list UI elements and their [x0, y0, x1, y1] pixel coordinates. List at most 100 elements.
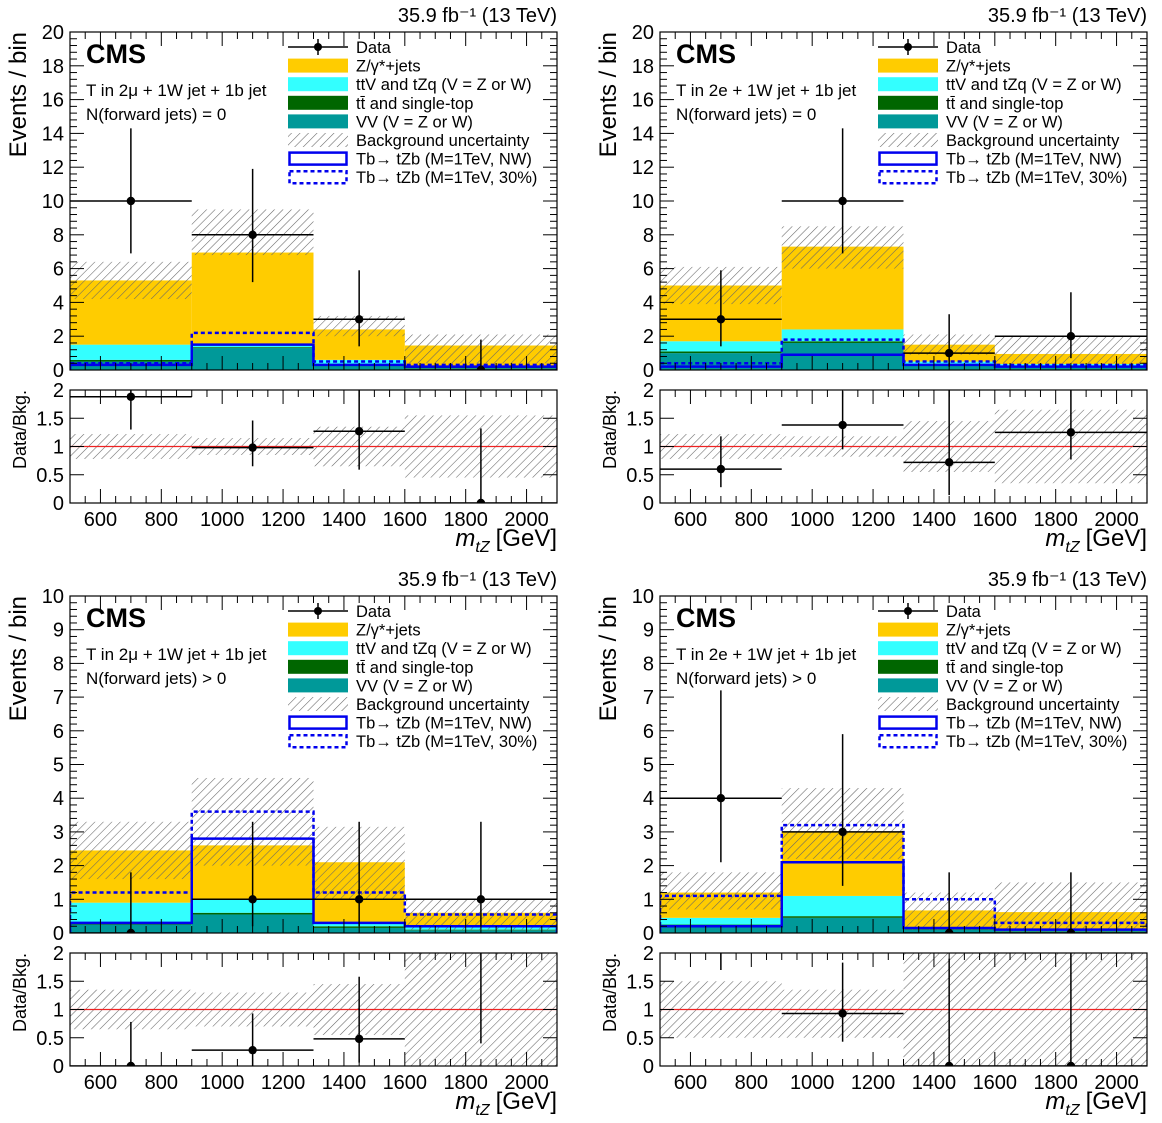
data-point: [354, 315, 364, 324]
legend-swatch: [878, 622, 938, 637]
ratio-y-tick-label: 1: [53, 437, 64, 459]
y-tick-label: 12: [42, 157, 64, 179]
legend-swatch: [288, 114, 348, 129]
data-point: [838, 196, 847, 206]
stack-bar-ttv: [70, 344, 192, 360]
ratio-y-tick-label: 1: [643, 1000, 654, 1022]
legend-swatch: [288, 169, 348, 185]
ratio-point: [944, 458, 954, 467]
ratio-point: [248, 1045, 257, 1055]
legend-label: Z/γ*+jets: [356, 58, 421, 76]
y-tick-label: 20: [632, 22, 654, 44]
stack-bar-ttbar: [660, 351, 782, 354]
x-tick-label: 1200: [851, 1072, 896, 1094]
legend-label: Tb→ tZb (M=1TeV, 30%): [356, 169, 537, 187]
x-tick-label: 800: [735, 1072, 768, 1094]
legend-label: Tb→ tZb (M=1TeV, 30%): [946, 733, 1127, 751]
legend-swatch: [288, 659, 348, 674]
ratio-y-tick-label: 1: [53, 1000, 64, 1022]
x-axis-sub: tZ: [475, 1102, 490, 1118]
y-tick-label: 1: [53, 889, 64, 911]
data-point: [1066, 332, 1076, 341]
x-axis-var: m: [1045, 1088, 1065, 1115]
experiment-label: CMS: [676, 39, 736, 69]
y-tick-label: 3: [53, 822, 64, 844]
y-axis-title: Events / bin: [5, 596, 32, 721]
ratio-y-tick-label: 0.5: [36, 465, 64, 487]
x-axis-unit: [GeV]: [496, 1088, 557, 1115]
ratio-y-tick-label: 1.5: [36, 408, 64, 430]
y-tick-label: 4: [643, 292, 654, 314]
x-axis-var: m: [1045, 525, 1065, 552]
y-axis-title: Events / bin: [5, 32, 32, 157]
legend-swatch: [288, 95, 348, 110]
ratio-y-tick-label: 1.5: [626, 408, 654, 430]
legend-swatch: [878, 58, 938, 73]
legend-label: Tb→ tZb (M=1TeV, NW): [356, 715, 532, 733]
y-tick-label: 5: [643, 755, 654, 777]
ratio-point: [248, 443, 257, 452]
category-label-2: N(forward jets) = 0: [676, 105, 816, 124]
experiment-label: CMS: [86, 39, 146, 69]
ratio-y-tick-label: 0.5: [626, 1028, 654, 1050]
ratio-y-tick-label: 1.5: [626, 971, 654, 993]
x-tick-label: 1000: [200, 1072, 245, 1094]
ratio-y-tick-label: 0: [53, 1056, 64, 1078]
x-tick-label: 1000: [790, 1072, 835, 1094]
ratio-y-tick-label: 0.5: [626, 465, 654, 487]
ratio-axis-title: Data/Bkg.: [600, 953, 620, 1032]
x-tick-label: 1000: [200, 509, 245, 531]
legend-label: Background uncertainty: [356, 696, 530, 714]
category-label-1: T in 2μ + 1W jet + 1b jet: [86, 81, 267, 100]
y-tick-label: 0: [643, 923, 654, 945]
category-label-1: T in 2e + 1W jet + 1b jet: [676, 81, 856, 100]
x-axis-sub: tZ: [1065, 1102, 1080, 1118]
ratio-axis-title: Data/Bkg.: [10, 953, 30, 1032]
legend-label: VV (V = Z or W): [946, 677, 1063, 695]
x-tick-label: 2000: [1094, 509, 1139, 531]
experiment-label: CMS: [86, 603, 146, 633]
y-tick-label: 10: [42, 586, 64, 608]
legend-label: tt̄ and single-top: [946, 95, 1063, 113]
legend-label: Tb→ tZb (M=1TeV, 30%): [946, 169, 1127, 187]
ratio-y-tick-label: 2: [53, 380, 64, 402]
legend-label: Tb→ tZb (M=1TeV, NW): [356, 151, 532, 169]
legend-label: Z/γ*+jets: [356, 622, 421, 640]
y-tick-label: 2: [643, 326, 654, 348]
x-axis-unit: [GeV]: [1086, 1088, 1147, 1115]
legend-label: ttV and tZq (V = Z or W): [356, 76, 532, 94]
ratio-y-tick-label: 0: [53, 493, 64, 515]
x-tick-label: 1800: [443, 1072, 488, 1094]
legend-swatch: [878, 678, 938, 693]
ratio-point: [838, 1009, 847, 1018]
legend-label: ttV and tZq (V = Z or W): [946, 76, 1122, 94]
x-axis-unit: [GeV]: [1086, 525, 1147, 552]
legend-label: ttV and tZq (V = Z or W): [946, 640, 1122, 658]
x-axis-title: mtZ [GeV]: [1045, 525, 1147, 556]
legend-swatch: [288, 77, 348, 92]
legend-label: Data: [946, 39, 982, 57]
data-point: [944, 348, 954, 358]
x-tick-label: 1800: [443, 509, 488, 531]
x-tick-label: 1600: [973, 509, 1018, 531]
ratio-y-tick-label: 1: [643, 437, 654, 459]
y-tick-label: 8: [53, 653, 64, 675]
signal-30-line: [70, 331, 557, 370]
x-axis-title: mtZ [GeV]: [455, 1088, 557, 1118]
stack-bar-ttbar: [781, 916, 904, 918]
legend-label: Tb→ tZb (M=1TeV, NW): [946, 151, 1122, 169]
legend-label: VV (V = Z or W): [946, 113, 1063, 131]
lumi-label: 35.9 fb⁻¹ (13 TeV): [398, 5, 557, 27]
y-tick-label: 6: [643, 259, 654, 281]
ratio-y-tick-label: 2: [643, 943, 654, 965]
y-tick-label: 12: [632, 157, 654, 179]
legend-label: tt̄ and single-top: [946, 659, 1063, 677]
legend-label: VV (V = Z or W): [356, 677, 473, 695]
uncertainty-band: [70, 821, 192, 880]
ratio-point: [1066, 428, 1076, 437]
x-axis-unit: [GeV]: [496, 525, 557, 552]
category-label-2: N(forward jets) = 0: [86, 105, 226, 124]
lumi-label: 35.9 fb⁻¹ (13 TeV): [988, 5, 1147, 27]
